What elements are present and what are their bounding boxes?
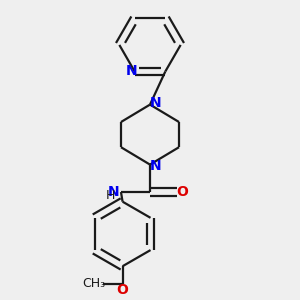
Text: N: N xyxy=(126,64,137,78)
Text: O: O xyxy=(117,283,128,297)
Text: N: N xyxy=(150,96,162,110)
Text: H: H xyxy=(106,189,115,203)
Text: N: N xyxy=(108,185,120,199)
Text: N: N xyxy=(150,159,162,173)
Text: CH₃: CH₃ xyxy=(82,278,105,290)
Text: O: O xyxy=(177,185,188,199)
